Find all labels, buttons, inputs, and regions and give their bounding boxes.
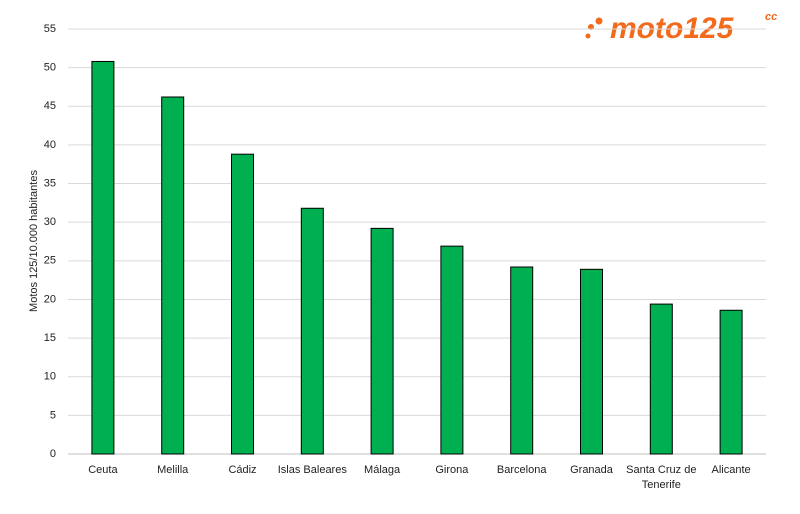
y-tick-label: 50 — [44, 62, 56, 74]
y-tick-label: 5 — [50, 409, 56, 421]
x-tick-label: Málaga — [364, 464, 401, 476]
bar — [300, 207, 324, 455]
x-tick-label: Barcelona — [496, 464, 547, 476]
y-tick-label: 55 — [44, 23, 56, 35]
x-tick-label: Melilla — [157, 464, 189, 476]
y-tick-label: 30 — [44, 216, 56, 228]
bar — [510, 266, 534, 455]
bar — [161, 96, 185, 455]
y-tick-label: 0 — [50, 448, 56, 460]
x-tick-label: Alicante — [711, 464, 751, 476]
y-tick-label: 25 — [44, 255, 56, 267]
bar — [231, 153, 254, 455]
x-tick-label: Santa Cruz de Tenerife — [626, 464, 697, 491]
y-tick-label: 35 — [44, 177, 56, 189]
y-tick-label: 20 — [44, 293, 56, 305]
y-tick-label: 15 — [44, 332, 56, 344]
x-tick-label: Ceuta — [88, 464, 118, 476]
y-tick-label: 40 — [44, 139, 56, 151]
bar — [580, 268, 603, 455]
x-tick-label: Girona — [435, 464, 469, 476]
bar — [649, 303, 673, 455]
logo-sup: cc — [765, 11, 777, 23]
y-axis-title: Motos 125/10.000 habitantes — [28, 170, 40, 312]
bar — [370, 227, 394, 455]
x-tick-label: Granada — [570, 464, 613, 476]
bar — [719, 309, 743, 455]
x-tick-label: Cádiz — [228, 464, 257, 476]
bar — [91, 60, 115, 455]
logo-text: moto125 — [610, 12, 735, 45]
logo-dot — [585, 33, 591, 39]
logo: moto125 cc — [585, 11, 777, 45]
y-tick-label: 45 — [44, 100, 56, 112]
logo-dot — [595, 17, 603, 25]
y-tick-label: 10 — [44, 371, 56, 383]
bar — [440, 245, 464, 455]
x-tick-label: Islas Baleares — [277, 464, 347, 476]
